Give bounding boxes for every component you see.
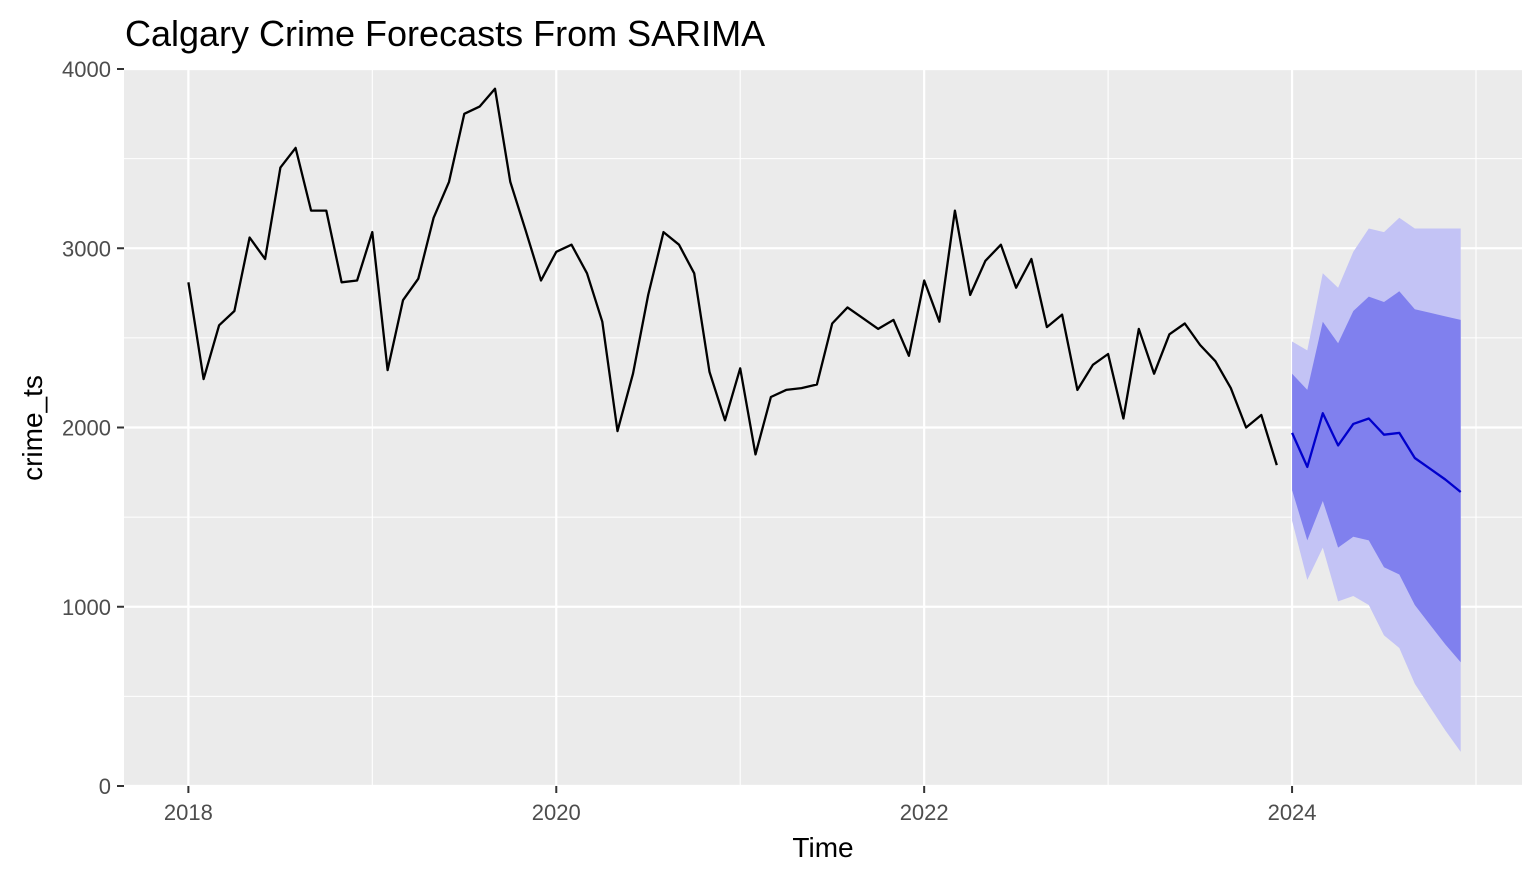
chart-title: Calgary Crime Forecasts From SARIMA [125, 13, 765, 54]
x-tick-label: 2020 [532, 800, 581, 825]
y-tick-label: 4000 [62, 57, 111, 82]
y-tick-label: 3000 [62, 236, 111, 261]
x-axis-title: Time [792, 832, 853, 863]
observed-series-line [187, 87, 1278, 466]
y-tick-label: 2000 [62, 416, 111, 441]
x-tick-label: 2018 [164, 800, 213, 825]
forecast-intervals [1292, 217, 1461, 752]
x-tick-label: 2024 [1268, 800, 1317, 825]
y-tick-label: 0 [99, 774, 111, 799]
forecast-mean-line [1291, 412, 1462, 493]
interval-80-band [1292, 291, 1461, 663]
axes: 2018 2020 2022 2024 0 1000 2000 3000 4000 [62, 57, 1316, 825]
major-gridlines [124, 67, 1522, 788]
series-lines [187, 87, 1462, 493]
y-tick-label: 1000 [62, 595, 111, 620]
x-tick-label: 2022 [900, 800, 949, 825]
y-axis-title: crime_ts [17, 375, 48, 481]
